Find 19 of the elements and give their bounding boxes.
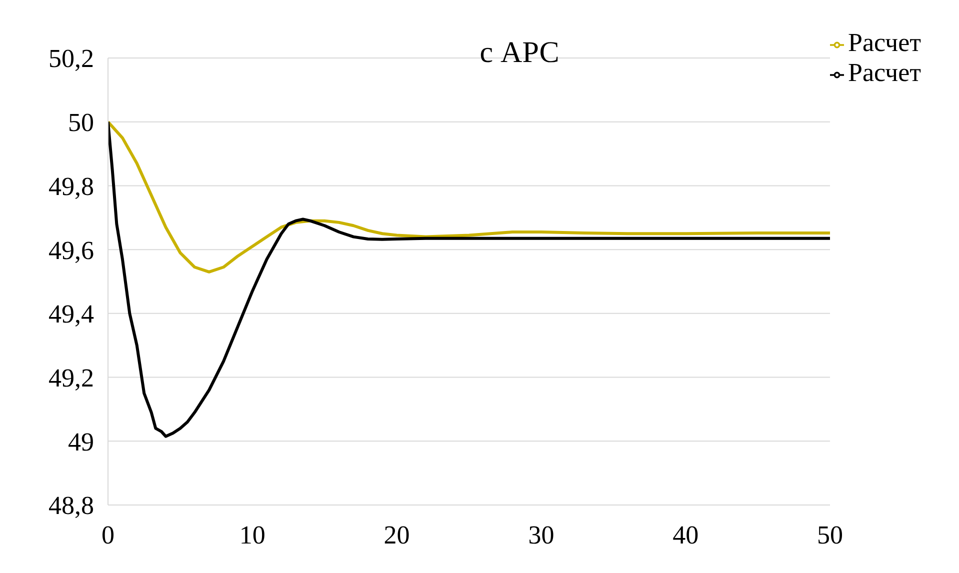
legend-label: Расчет: [848, 28, 921, 57]
x-tick-label: 40: [672, 520, 699, 550]
chart-title: с АРС: [480, 36, 560, 69]
legend-label: Расчет: [848, 58, 921, 87]
y-tick-label: 49,4: [48, 300, 94, 329]
y-tick-label: 49,8: [48, 172, 94, 201]
x-tick-label: 0: [102, 520, 114, 550]
y-tick-label: 50: [68, 108, 94, 138]
y-tick-label: 49,6: [48, 236, 94, 265]
y-tick-label: 48,8: [48, 491, 94, 520]
x-tick-label: 30: [528, 520, 554, 550]
y-tick-label: 49,2: [48, 364, 94, 393]
x-tick-label: 50: [817, 520, 843, 550]
x-tick-label: 10: [239, 520, 266, 550]
line-series: [108, 120, 830, 438]
y-tick-label: 50,2: [48, 44, 94, 74]
x-tick-label: 20: [384, 520, 410, 550]
y-tick-label: 49: [68, 427, 94, 456]
line-series: [108, 120, 830, 274]
